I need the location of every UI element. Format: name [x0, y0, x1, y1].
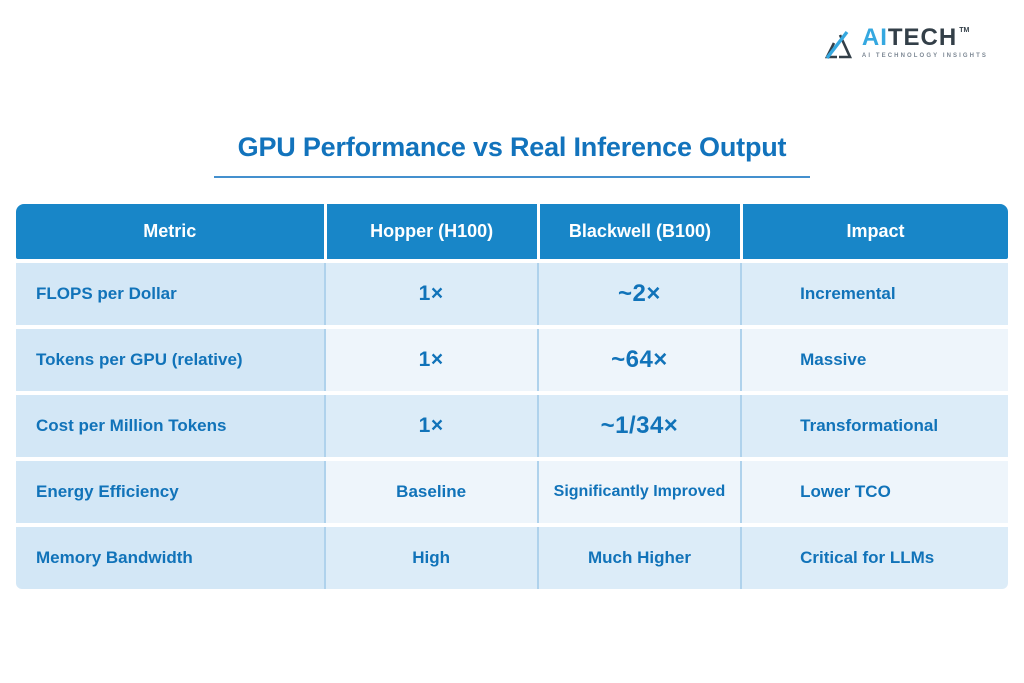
comparison-table: Metric Hopper (H100) Blackwell (B100) Im…: [16, 204, 1008, 589]
cell-hopper: 1×: [323, 329, 537, 391]
cell-impact: Transformational: [740, 395, 1008, 457]
cell-impact: Lower TCO: [740, 461, 1008, 523]
cell-hopper: 1×: [323, 395, 537, 457]
header-blackwell: Blackwell (B100): [536, 204, 740, 259]
cell-blackwell: ~64×: [536, 329, 741, 391]
header-hopper: Hopper (H100): [323, 204, 537, 259]
cell-blackwell: ~1/34×: [536, 395, 741, 457]
cell-metric: Tokens per GPU (relative): [16, 329, 324, 391]
page-title: GPU Performance vs Real Inference Output: [237, 132, 787, 162]
cell-blackwell: ~2×: [536, 263, 741, 325]
table-row: Cost per Million Tokens 1× ~1/34× Transf…: [16, 395, 1008, 457]
trademark-symbol: TM: [959, 27, 970, 34]
cell-hopper: High: [323, 527, 537, 589]
cell-impact: Incremental: [740, 263, 1008, 325]
cell-metric: Cost per Million Tokens: [16, 395, 324, 457]
brand-logo: AI TECH TM AI TECHNOLOGY INSIGHTS: [823, 26, 988, 70]
table-row: FLOPS per Dollar 1× ~2× Incremental: [16, 263, 1008, 325]
cell-impact: Massive: [740, 329, 1008, 391]
table-row: Tokens per GPU (relative) 1× ~64× Massiv…: [16, 329, 1008, 391]
header-metric: Metric: [143, 221, 197, 241]
brand-ai: AI: [861, 24, 888, 51]
title-block: GPU Performance vs Real Inference Output: [0, 132, 1024, 178]
table-row: Memory Bandwidth High Much Higher Critic…: [16, 527, 1008, 589]
cell-metric: FLOPS per Dollar: [16, 263, 324, 325]
cell-hopper: Baseline: [323, 461, 537, 523]
title-underline: [214, 176, 810, 178]
cell-metric: Memory Bandwidth: [16, 527, 324, 589]
brand-tagline: AI TECHNOLOGY INSIGHTS: [861, 53, 988, 59]
header-impact: Impact: [740, 204, 1008, 259]
top-bar: AI TECH TM AI TECHNOLOGY INSIGHTS: [0, 0, 1024, 70]
brand-text: AI TECH TM AI TECHNOLOGY INSIGHTS: [861, 24, 988, 60]
table-row: Energy Efficiency Baseline Significantly…: [16, 461, 1008, 523]
cell-blackwell: Significantly Improved: [536, 461, 741, 523]
brand-tech: TECH: [887, 24, 958, 51]
cell-hopper: 1×: [323, 263, 537, 325]
table-header-row: Metric Hopper (H100) Blackwell (B100) Im…: [16, 204, 1008, 259]
cell-blackwell: Much Higher: [536, 527, 741, 589]
cell-metric: Energy Efficiency: [16, 461, 324, 523]
brand-logo-icon: [824, 30, 852, 60]
cell-impact: Critical for LLMs: [740, 527, 1008, 589]
